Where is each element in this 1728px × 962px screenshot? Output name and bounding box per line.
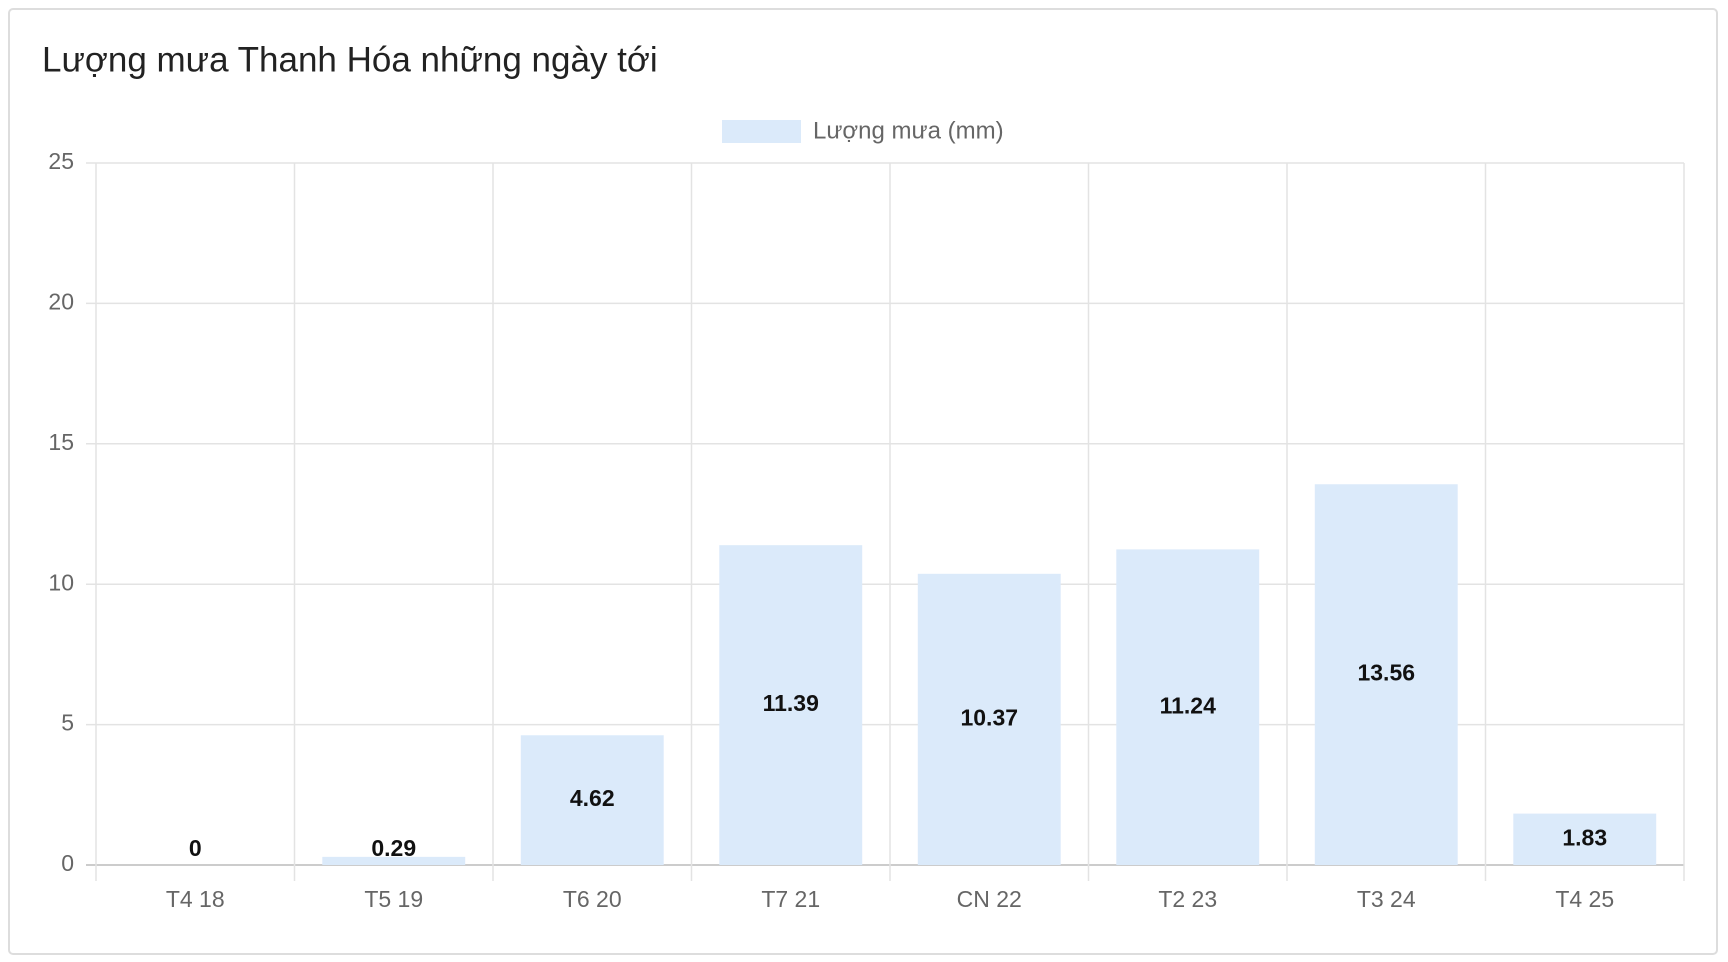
bar — [1513, 813, 1657, 865]
bar — [322, 856, 466, 865]
bar — [520, 735, 664, 865]
x-tick-label: T7 21 — [761, 886, 820, 912]
data-label: 1.83 — [1562, 824, 1607, 850]
y-tick-label: 10 — [48, 569, 74, 595]
data-label: 0 — [189, 835, 202, 861]
y-tick-label: 0 — [61, 850, 74, 876]
x-tick-label: T2 23 — [1158, 886, 1217, 912]
legend-label: Lượng mưa (mm) — [813, 117, 1004, 144]
data-label: 11.39 — [763, 690, 819, 716]
data-label: 13.56 — [1357, 660, 1415, 686]
bar — [1116, 549, 1260, 865]
y-tick-label: 15 — [48, 429, 74, 455]
x-tick-label: T4 18 — [166, 886, 225, 912]
bar — [917, 573, 1061, 865]
x-tick-label: T4 25 — [1555, 886, 1614, 912]
x-tick-label: T6 20 — [563, 886, 622, 912]
y-tick-label: 5 — [61, 710, 74, 736]
y-tick-label: 20 — [48, 288, 74, 314]
legend-swatch — [722, 120, 801, 143]
data-label: 11.24 — [1160, 692, 1216, 718]
data-label: 4.62 — [570, 785, 615, 811]
bar — [1314, 484, 1458, 865]
chart-title: Lượng mưa Thanh Hóa những ngày tới — [42, 40, 658, 79]
card — [8, 8, 1718, 955]
x-tick-label: T3 24 — [1357, 886, 1416, 912]
data-label: 10.37 — [960, 704, 1018, 730]
x-tick-label: CN 22 — [957, 886, 1022, 912]
data-label: 0.29 — [371, 835, 416, 861]
bar — [719, 545, 863, 865]
x-tick-label: T5 19 — [364, 886, 423, 912]
y-tick-label: 25 — [48, 148, 74, 174]
